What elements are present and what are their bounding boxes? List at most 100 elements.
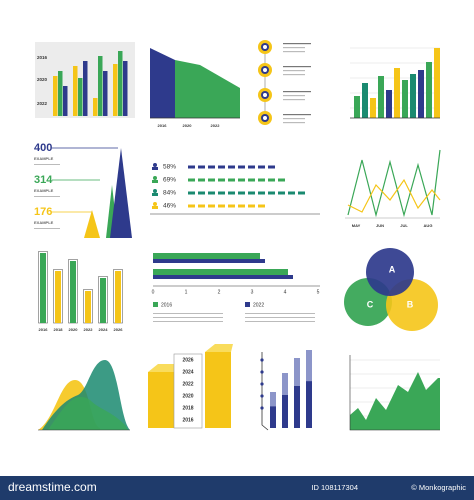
x-label: 2018 (54, 327, 64, 332)
axis-node (260, 382, 264, 386)
venn-label: A (389, 264, 396, 274)
text-line (283, 114, 311, 116)
bar (370, 98, 376, 118)
person-icon (153, 202, 157, 206)
stat-value: 314 (34, 174, 53, 186)
person-icon (153, 189, 157, 193)
axis-node (260, 358, 264, 362)
axis-node (260, 370, 264, 374)
dash-segment (268, 191, 275, 195)
dash-segment (208, 204, 215, 208)
text-line (34, 196, 60, 197)
stat-value: 176 (34, 206, 52, 218)
dash-segment (208, 178, 215, 182)
bar (153, 275, 293, 279)
stack-block (205, 352, 231, 428)
dash-segment (218, 204, 225, 208)
dash-segment (238, 204, 245, 208)
stack-block (148, 372, 174, 428)
person-icon (152, 206, 158, 209)
dash-segment (298, 191, 305, 195)
dash-segment (248, 191, 255, 195)
dash-segment (258, 191, 265, 195)
dash-segment (198, 165, 205, 169)
person-icon (152, 180, 158, 183)
person-icon (152, 193, 158, 196)
label-frame (173, 353, 203, 429)
bar (83, 61, 88, 116)
bar (294, 386, 300, 428)
tick-label: 1 (185, 289, 188, 295)
dash-segment (218, 191, 225, 195)
text-line (245, 313, 315, 314)
tick-label: 2 (218, 289, 221, 295)
text-line (153, 313, 223, 314)
dash-segment (268, 178, 275, 182)
stack-label: 2026 (182, 357, 193, 363)
dash-segment (188, 191, 195, 195)
text-line (283, 95, 305, 97)
venn-label: B (407, 299, 414, 309)
x-label: 2016 (158, 123, 168, 128)
bar (282, 395, 288, 428)
bar (394, 68, 400, 118)
y-label: 2020 (37, 77, 48, 82)
percent-label: 84% (163, 190, 176, 197)
dash-segment (248, 165, 255, 169)
wave-area (48, 396, 128, 430)
text-line (283, 66, 311, 68)
x-label: 2026 (114, 327, 124, 332)
footer-site: dreamstime.com (8, 480, 97, 494)
bar (153, 269, 288, 275)
bar (118, 51, 123, 116)
line-series (347, 149, 441, 218)
bar (115, 271, 121, 323)
footer-id: ID 108117304 (311, 483, 358, 492)
stat-label: EXAMPLE (34, 156, 54, 161)
text-line (283, 47, 305, 49)
dash-segment (258, 178, 265, 182)
axis-node (260, 394, 264, 398)
dash-segment (238, 165, 245, 169)
x-label: 2020 (183, 123, 193, 128)
footer-bar (0, 476, 474, 500)
legend-label: 2022 (253, 302, 264, 308)
dash-segment (228, 178, 235, 182)
text-line (283, 70, 305, 72)
dash-segment (218, 178, 225, 182)
dash-segment (218, 165, 225, 169)
bar (386, 90, 392, 118)
bar (73, 66, 78, 116)
stack-label: 2020 (182, 393, 193, 399)
text-line (34, 228, 60, 229)
tick-label: 0 (152, 289, 155, 295)
dash-segment (188, 204, 195, 208)
x-label: 2016 (39, 327, 49, 332)
dash-segment (268, 165, 275, 169)
dash-segment (188, 165, 195, 169)
x-label: MAY (352, 223, 361, 228)
person-icon (153, 163, 157, 167)
text-line (245, 317, 315, 318)
percent-label: 46% (163, 203, 176, 210)
bar (93, 98, 98, 116)
dash-segment (258, 165, 265, 169)
bar (113, 64, 118, 116)
legend-swatch (153, 302, 158, 307)
x-label: AUG (424, 223, 433, 228)
text-line (245, 321, 315, 322)
bar (103, 71, 108, 116)
dash-segment (238, 178, 245, 182)
x-label: 2022 (211, 123, 221, 128)
y-label: 2022 (37, 101, 48, 106)
dash-segment (228, 204, 235, 208)
dash-segment (228, 191, 235, 195)
text-line (283, 99, 305, 101)
line-series (347, 178, 441, 213)
stack-label: 2022 (182, 381, 193, 387)
venn-label: C (367, 299, 374, 309)
bar (410, 74, 416, 118)
timeline-node (263, 68, 267, 72)
